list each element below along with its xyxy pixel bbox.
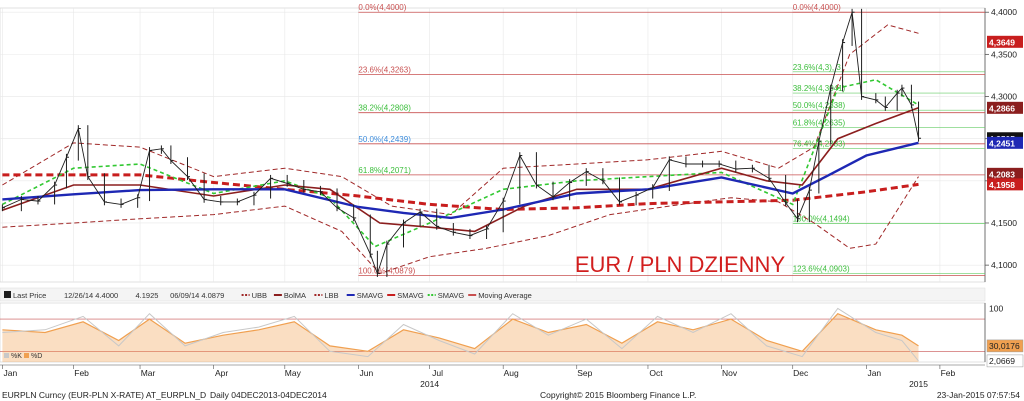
month-label: Jun	[360, 368, 374, 378]
footer-copyright: Copyright© 2015 Bloomberg Finance L.P.	[540, 390, 696, 400]
legend-bar: Last Price 12/26/14 4.4000 4.1925 06/09/14 …	[0, 287, 986, 302]
last-price-line	[2, 12, 919, 275]
fib2-level-label: 50.0%(4,2838)	[793, 101, 846, 110]
price-badge-label: 4,3649	[989, 37, 1015, 47]
month-label: May	[285, 368, 302, 378]
bollinger-moving-average	[2, 107, 919, 233]
price-badge	[987, 101, 1023, 114]
fib2-level-label: 23.6%(4,3), 3	[793, 63, 842, 72]
footer: EURPLN Curncy (EUR-PLN X-RATE) AT_EURPLN…	[2, 390, 1020, 400]
fib2-level-label: 123.6%(4,0903)	[793, 264, 850, 273]
y-tick-label: 4,3000	[991, 92, 1017, 102]
upper-bollinger-band	[2, 24, 919, 216]
legend-label: Last Price	[13, 291, 46, 300]
fib1-level-label: 0.0%(4,4000)	[358, 3, 406, 12]
footer-frequency: Daily 04DEC2013-04DEC2014	[210, 390, 327, 400]
oscillator-tick-label: 30,0176	[989, 341, 1020, 351]
month-label: Dec	[793, 368, 809, 378]
oscillator-legend-swatch	[24, 353, 29, 358]
fib1-level-label: 50.0%(4,2439)	[358, 135, 411, 144]
fib1-level-label: 23.6%(4,3263)	[358, 65, 411, 74]
legend-label: 12/26/14 4.4000	[64, 291, 118, 300]
legend-label: LBB	[324, 291, 338, 300]
price-badge	[987, 35, 1023, 48]
price-badge	[987, 178, 1023, 191]
price-badge-label: 4,2451	[989, 138, 1015, 148]
month-label: Feb	[74, 368, 89, 378]
legend-background	[0, 287, 986, 302]
month-label: Nov	[722, 368, 738, 378]
oscillator-legend-swatch	[4, 353, 9, 358]
lower-bollinger-band	[2, 176, 919, 275]
month-label: Sep	[577, 368, 592, 378]
legend-label: Moving Average	[478, 291, 532, 300]
mid-moving-average	[2, 141, 919, 220]
legend-label: SMAVG	[438, 291, 465, 300]
legend-label: BolMA	[284, 291, 306, 300]
price-badge-label: 4,2866	[989, 103, 1015, 113]
price-plot-area	[0, 7, 986, 283]
legend-label: UBB	[252, 291, 267, 300]
y-tick-label: 4,3500	[991, 49, 1017, 59]
fib2-level-label: 0.0%(4,4000)	[793, 3, 841, 12]
price-badge-label: 4,2083	[989, 169, 1015, 179]
month-label: Jan	[867, 368, 881, 378]
price-badge-label: 4,1958	[989, 180, 1015, 190]
legend-swatch	[4, 291, 11, 298]
fib1-level-label: 61.8%(4,2071)	[358, 166, 411, 175]
y-tick-label: 4,1500	[991, 218, 1017, 228]
short-moving-average	[2, 78, 919, 248]
legend-label: SMAVG	[397, 291, 424, 300]
month-label: Apr	[215, 368, 228, 378]
month-label: Aug	[504, 368, 519, 378]
month-label: Oct	[649, 368, 663, 378]
legend-label: SMAVG	[357, 291, 384, 300]
month-label: Feb	[941, 368, 956, 378]
legend-label: 4.1925	[136, 291, 159, 300]
oscillator-plot-area	[0, 302, 986, 363]
oscillator-panel: 100 30,0176 2,0669 %K %D	[0, 302, 1024, 368]
month-label: Jul	[432, 368, 443, 378]
time-axis: Jan Feb Mar Apr May Jun Jul Aug Sep Oct Nov Dec Jan F…	[0, 364, 985, 389]
y-tick-label: 4,4000	[991, 7, 1017, 17]
fib2-level-label: 38.2%(4,3041)	[793, 84, 846, 93]
price-panel: 4,40004,35004,30004,25004,20004,15004,10…	[0, 3, 1023, 283]
year-label: 2014	[420, 379, 439, 389]
fib1-level-label: 38.2%(4,2808)	[358, 104, 411, 113]
oscillator-tick-label: 100	[989, 303, 1003, 313]
fib2-level-label: 100.0%(4,1494)	[793, 214, 850, 223]
oscillator-badge	[986, 339, 1024, 353]
footer-timestamp: 23-Jan-2015 07:57:54	[937, 390, 1020, 400]
legend-label: 06/09/14 4.0879	[170, 291, 224, 300]
year-label: 2015	[909, 379, 928, 389]
oscillator-fill	[2, 313, 919, 362]
chart-title: EUR / PLN DZIENNY	[575, 252, 786, 277]
oscillator-legend-label: %K	[11, 353, 22, 360]
oscillator-k-line	[2, 307, 919, 362]
month-label: Jan	[4, 368, 18, 378]
month-label: Mar	[141, 368, 156, 378]
fib2-level-label: 61.8%(4,2635)	[793, 118, 846, 127]
footer-ticker: EURPLN Curncy (EUR-PLN X-RATE) AT_EURPLN…	[2, 390, 206, 400]
price-badge	[987, 136, 1023, 149]
oscillator-badge	[986, 354, 1024, 368]
y-tick-label: 4,1000	[991, 260, 1017, 270]
oscillator-d-line	[2, 312, 919, 352]
oscillator-legend-label: %D	[31, 353, 42, 360]
oscillator-tick-label: 2,0669	[989, 356, 1015, 366]
price-badge	[987, 167, 1023, 180]
